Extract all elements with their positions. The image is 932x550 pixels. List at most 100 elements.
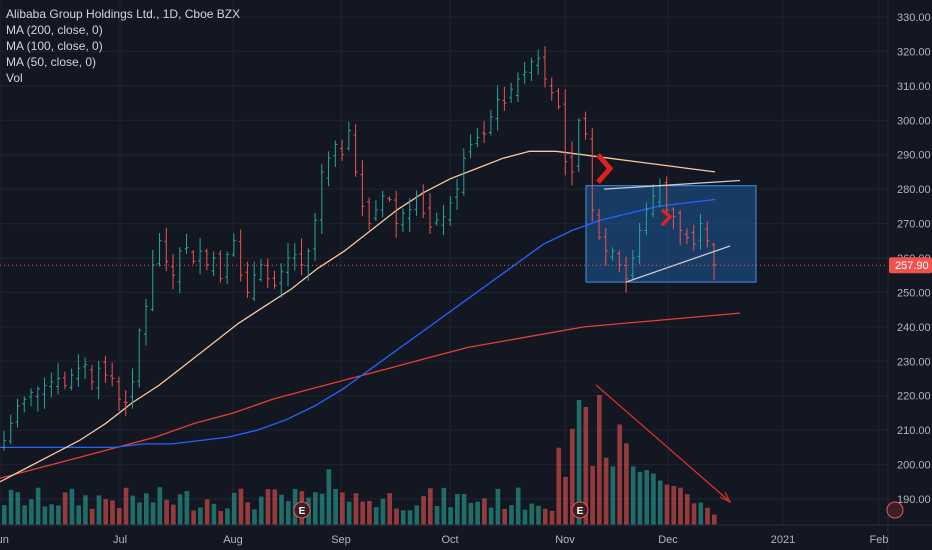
volume-bar [15,492,21,525]
volume-bar [49,504,54,525]
wedge-upper-line [603,179,741,190]
ma50-line [0,150,716,483]
volume-bar [475,501,480,525]
volume-bar [89,508,95,525]
volume-bar [414,505,420,525]
volume-bar [488,507,494,525]
volume-bar [468,502,474,525]
y-tick-label: 310.00 [897,81,931,93]
volume-bar [556,447,562,525]
volume-bar [515,487,521,525]
volume-bar [664,484,670,525]
indicator-volume[interactable]: Vol [6,71,23,85]
current-price-tag [889,257,932,274]
x-tick-label: Dec [658,534,678,546]
volume-bar [563,476,568,525]
earnings-badge [293,501,311,519]
ma100-line [0,198,716,449]
volume-bar [286,501,291,525]
volume-bar [83,495,88,525]
volume-bar [603,457,609,525]
earnings-badge-label: E [577,506,584,517]
volume-bar [482,498,487,525]
x-tick-label: Sep [331,534,351,546]
y-tick-label: 240.00 [897,322,931,334]
y-tick-label: 200.00 [897,460,931,472]
volume-bar [123,487,129,525]
y-tick-label: 210.00 [897,425,931,437]
volume-bar [150,502,156,525]
symbol-title[interactable]: Alibaba Group Holdings Ltd., 1D, Cboe BZ… [6,7,241,21]
volume-bar [461,493,467,525]
volume-bar [346,501,352,525]
volume-bar [238,488,244,525]
y-tick-label: 300.00 [897,115,931,127]
volume-bar [637,471,643,525]
volume-bar [164,499,169,525]
volume-bar [211,503,217,525]
indicator-ma200[interactable]: MA (200, close, 0) [6,23,103,37]
volume-bar [184,491,190,525]
volume-bar [570,428,575,525]
x-tick-label: Oct [441,534,458,546]
volume-bar [684,494,690,525]
x-tick-label: Feb [870,534,889,546]
volume-bar [231,492,237,525]
volume-bar [509,505,514,525]
drawing-annotations[interactable] [0,153,888,504]
candles [2,46,716,451]
earnings-badge [571,501,589,519]
volume-bar [434,505,440,525]
earnings-badge-partial [886,501,904,519]
volume-bar [353,493,359,525]
volume-bar [360,501,365,525]
volume-bar [29,499,34,525]
volume-bar [137,502,142,525]
volume-bar [455,494,460,525]
indicator-ma100[interactable]: MA (100, close, 0) [6,39,103,53]
volume-bar [326,469,332,525]
volume-bar [42,506,48,525]
volume-bar [35,487,41,525]
y-tick-label: 290.00 [897,150,931,162]
y-tick-label: 320.00 [897,46,931,58]
selection-box[interactable] [585,185,757,283]
volume-bar [319,493,325,525]
volume-bar [705,507,710,525]
time-axis[interactable]: Jun Jul Aug Sep Oct Nov Dec 2021 Feb [0,524,932,546]
volume-bar [617,424,622,525]
volume-bar [69,488,75,525]
volume-bar [495,488,501,525]
x-tick-label: Jul [113,534,127,546]
earnings-badge-label: E [299,506,306,517]
volume-bar [76,505,81,525]
volume-bar [204,499,210,525]
volume-bar [116,507,122,525]
current-price-label: 257.90 [895,260,929,272]
volume-bar [657,480,663,525]
volume-bar [367,500,372,525]
y-tick-label: 190.00 [897,494,931,506]
y-tick-label: 280.00 [897,184,931,196]
volume-bar [671,485,677,525]
volume-bar [225,508,230,525]
volume-bar [2,505,7,525]
volume-bar [265,489,271,525]
moving-averages [0,150,741,483]
volume-bar [651,473,656,525]
volume-bar [502,508,507,525]
volume-bar [549,510,555,525]
volume-bar [198,507,203,525]
indicator-ma50[interactable]: MA (50, close, 0) [6,55,97,69]
selection-rectangle [585,185,757,283]
volume-bar [110,500,115,525]
volume-trend-arrowhead [719,491,732,504]
y-tick-label: 220.00 [897,391,931,403]
volume-bar [590,465,595,525]
price-axis[interactable]: 330.00 320.00 310.00 300.00 290.00 280.00 270.… [887,0,932,550]
volume-bar [56,505,61,525]
volume-bar [583,407,589,525]
